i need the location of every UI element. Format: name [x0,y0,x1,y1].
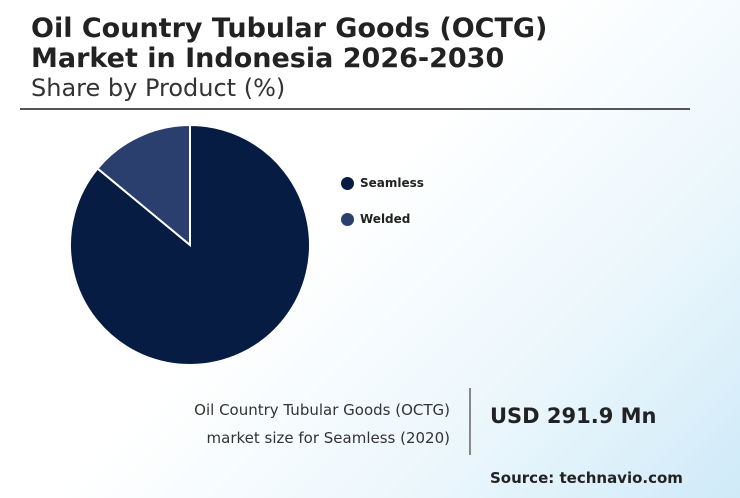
metric-divider [469,388,471,455]
pie-chart [69,123,311,366]
legend-item-welded: Welded [341,212,424,226]
legend-swatch-seamless [341,176,354,190]
source-note: Source: technavio.com [490,469,683,487]
legend-item-seamless: Seamless [341,176,424,190]
legend: Seamless Welded [341,176,424,248]
metric-caption-line1: Oil Country Tubular Goods (OCTG) [194,401,450,419]
metric-caption: Oil Country Tubular Goods (OCTG) market … [130,396,450,452]
chart-title: Oil Country Tubular Goods (OCTG) Market … [31,13,548,74]
chart-subtitle: Share by Product (%) [31,74,286,102]
pie-slice-welded [96,123,191,248]
header-divider [20,108,690,110]
legend-label-welded: Welded [360,212,411,226]
metric-value: USD 291.9 Mn [490,404,657,428]
legend-swatch-welded [341,212,354,226]
legend-label-seamless: Seamless [360,176,424,190]
metric-caption-line2: market size for Seamless (2020) [206,429,450,447]
